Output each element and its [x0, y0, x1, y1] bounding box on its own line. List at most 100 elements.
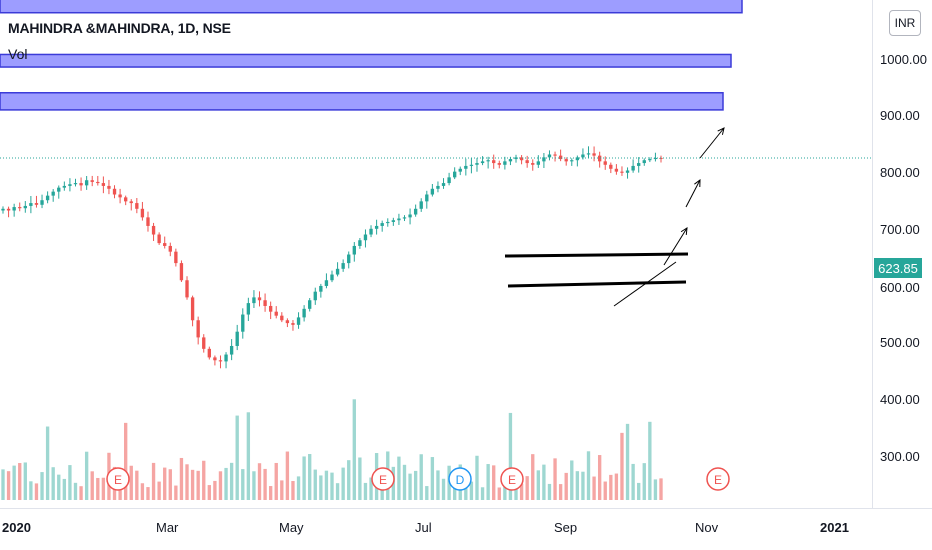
volume-bar — [23, 462, 27, 500]
candle-body — [252, 297, 256, 304]
candle-body — [575, 157, 580, 161]
candle-body — [620, 171, 624, 173]
volume-bar — [18, 463, 22, 500]
volume-bar — [84, 451, 89, 500]
candle-body — [453, 171, 457, 178]
volume-bar — [218, 471, 223, 500]
candle-body — [129, 201, 133, 204]
candle-body — [597, 155, 602, 162]
candle-body — [386, 221, 390, 224]
volume-bar — [291, 481, 295, 500]
volume-bar — [542, 464, 546, 500]
candle-body — [653, 157, 658, 160]
candle-body — [358, 240, 362, 246]
candle-body — [274, 311, 278, 316]
volume-bar — [558, 484, 563, 500]
volume-bar — [586, 451, 591, 500]
candle-body — [508, 159, 513, 162]
price-tick-700: 700.00 — [880, 222, 920, 237]
candle-body — [302, 308, 306, 318]
last-price-label: 623.85 — [874, 258, 922, 278]
supply-zone-1 — [0, 0, 743, 14]
candle-body — [609, 164, 613, 169]
dividend-marker-icon — [448, 467, 472, 491]
candle-body — [235, 331, 239, 346]
volume-bar — [425, 486, 429, 500]
candle-body — [637, 163, 641, 166]
candle-body — [157, 234, 161, 244]
currency-badge[interactable]: INR — [889, 10, 921, 36]
volume-bar — [124, 422, 128, 500]
volume-bar — [68, 465, 72, 500]
volume-bar — [547, 483, 552, 500]
candle-body — [542, 157, 546, 162]
volume-bar — [581, 471, 585, 500]
volume-bar — [163, 467, 167, 500]
volume-bar — [436, 470, 440, 500]
candle-body — [631, 165, 635, 171]
candle-body — [536, 161, 540, 165]
candle-body — [469, 164, 474, 166]
candle-body — [313, 291, 317, 301]
volume-bar — [430, 457, 435, 500]
candle-body — [118, 194, 122, 198]
candle-body — [68, 184, 72, 186]
candle-body — [425, 194, 429, 202]
volume-bar — [609, 474, 613, 500]
volume-bar — [129, 465, 133, 500]
event-marker-label: E — [114, 473, 122, 487]
volume-bar — [179, 457, 184, 500]
candle-body — [614, 168, 619, 172]
candle-body — [408, 214, 412, 218]
symbol-title[interactable]: MAHINDRA &MAHINDRA, 1D, NSE — [8, 20, 231, 36]
candle-body — [413, 208, 418, 215]
candle-body — [436, 185, 440, 189]
candle-body — [140, 208, 145, 218]
candle-body — [246, 303, 251, 315]
volume-bar — [229, 462, 234, 500]
candle-body — [296, 317, 301, 325]
candle-body — [124, 197, 128, 202]
candle-body — [347, 254, 351, 264]
candle-body — [96, 181, 100, 184]
candle-body — [335, 268, 340, 275]
volume-bar — [497, 487, 501, 500]
candle-body — [391, 220, 396, 222]
candle-body — [352, 245, 356, 255]
candle-body — [29, 203, 33, 206]
volume-indicator-label[interactable]: Vol — [8, 46, 28, 62]
candle-body — [213, 357, 217, 361]
volume-bar — [620, 432, 624, 500]
candle-body — [257, 297, 262, 301]
price-tick-900: 900.00 — [880, 108, 920, 123]
volume-bar — [519, 483, 524, 500]
candle-body — [642, 160, 646, 164]
volume-bar — [480, 487, 485, 500]
candle-body — [45, 195, 50, 201]
volume-bar — [341, 467, 345, 500]
volume-bar — [1, 469, 5, 500]
candle-body — [503, 161, 507, 165]
candle-body — [397, 218, 401, 221]
volume-bar — [441, 478, 446, 500]
candle-body — [419, 201, 423, 209]
event-marker-label: D — [456, 473, 465, 487]
rising-trendline — [613, 261, 677, 307]
candle-body — [202, 337, 206, 349]
time-tick-2021: 2021 — [820, 520, 849, 535]
volume-bar — [268, 486, 273, 500]
volume-bar — [285, 451, 290, 500]
volume-bar — [213, 480, 217, 500]
candle-body — [659, 157, 663, 159]
candle-body — [592, 153, 596, 156]
projection-arrow-2 — [685, 179, 701, 208]
candle-body — [224, 354, 228, 362]
projection-arrow-1 — [663, 227, 688, 266]
volume-bar — [90, 471, 94, 500]
candle-body — [190, 297, 195, 321]
candle-body — [107, 185, 111, 189]
volume-bar — [62, 478, 67, 500]
volume-bar — [453, 487, 457, 500]
